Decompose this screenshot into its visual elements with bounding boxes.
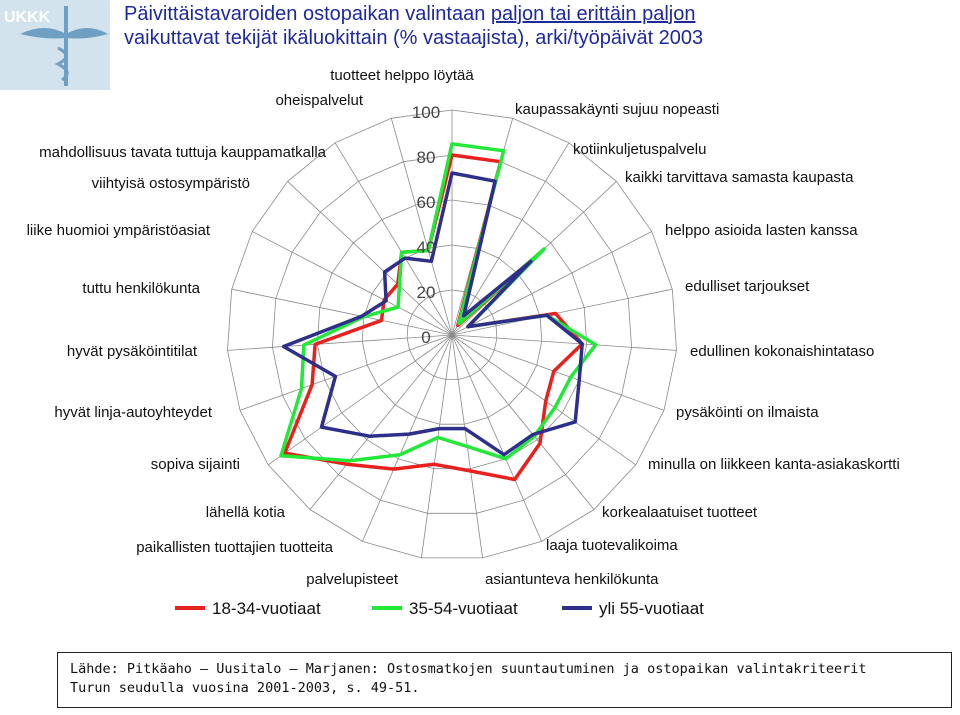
title-underlined: paljon tai erittäin paljon — [490, 3, 696, 25]
grid-ring-80 — [271, 154, 633, 514]
source-line1: Lähde: Pitkäaho – Uusitalo – Marjanen: O… — [70, 661, 867, 677]
axis-spoke — [451, 334, 677, 351]
source-line2: Turun seudulla vuosina 2001-2003, s. 49-… — [70, 680, 420, 696]
caduceus-logo: UKKK — [0, 0, 110, 90]
radial-tick-label: 20 — [417, 283, 436, 302]
axis-spoke — [451, 288, 673, 336]
axis-spoke — [227, 334, 453, 351]
axis-spoke — [451, 334, 542, 542]
category-label: kaikki tarvittava samasta kaupasta — [625, 169, 854, 186]
grid-ring-20 — [406, 289, 498, 381]
category-label: helppo asioida lasten kanssa — [665, 222, 858, 239]
category-label: kaupassakäynti sujuu nopeasti — [515, 101, 719, 118]
category-label: mahdollisuus tavata tuttuja kauppamatkal… — [39, 144, 326, 161]
category-label: kotiinkuljetuspalvelu — [573, 141, 706, 158]
radial-tick-label: 0 — [421, 328, 430, 347]
category-label: viihtyisä ostosympäristö — [92, 175, 250, 192]
legend-label-3: yli 55-vuotiaat — [599, 599, 704, 618]
category-label: pysäköinti on ilmaista — [676, 404, 819, 421]
axis-spoke — [231, 288, 453, 336]
category-label: tuttu henkilökunta — [82, 280, 200, 297]
axis-spoke — [267, 334, 453, 466]
source-box: Lähde: Pitkäaho – Uusitalo – Marjanen: O… — [57, 652, 952, 708]
radial-tick-label: 60 — [417, 193, 436, 212]
radial-tick-label: 100 — [412, 103, 440, 122]
axis-spoke — [451, 231, 652, 336]
axis-spoke — [239, 334, 453, 411]
axis-spoke — [421, 334, 453, 558]
legend-label-1: 18-34-vuotiaat — [212, 599, 321, 618]
category-label: minulla on liikkeen kanta-asiakaskortti — [648, 456, 900, 473]
series-line-2 — [279, 142, 598, 463]
category-label: hyvät pysäköintitilat — [67, 343, 198, 360]
category-label: tuotteet helppo löytää — [330, 70, 474, 84]
category-label: sopiva sijainti — [151, 456, 240, 473]
axis-spoke — [451, 142, 570, 336]
title-line2: vaikuttavat tekijät ikäluokittain (% vas… — [124, 27, 704, 49]
radial-tick-label: 80 — [417, 148, 436, 167]
category-label: hyvät linja-autoyhteydet — [54, 404, 212, 421]
category-label: lähellä kotia — [206, 504, 286, 521]
radar-chart: 0 20 40 60 80 100 tuotteet helppo löytää kaupas… — [27, 70, 900, 618]
category-label: asiantunteva henkilökunta — [485, 571, 659, 588]
axis-spoke — [334, 142, 453, 336]
category-label: oheispalvelut — [275, 92, 363, 109]
axis-spoke — [451, 334, 595, 510]
category-label: palvelupisteet — [306, 571, 399, 588]
axis-spoke — [362, 334, 453, 542]
legend-label-2: 35-54-vuotiaat — [409, 599, 518, 618]
axis-spoke — [451, 334, 637, 466]
category-label: korkealaatuiset tuotteet — [602, 504, 758, 521]
axis-spoke — [252, 231, 453, 336]
series-line-3 — [281, 171, 584, 457]
grid-ring-40 — [361, 244, 543, 425]
radial-tick-label: 40 — [417, 238, 436, 257]
category-label: laaja tuotevalikoima — [546, 537, 678, 554]
logo-text: UKKK — [4, 9, 51, 26]
axis-spoke — [451, 334, 665, 411]
category-label: edulliset tarjoukset — [685, 278, 810, 295]
title-line1: Päivittäistavaroiden ostopaikan valintaa… — [124, 3, 491, 25]
axis-spoke — [287, 181, 453, 336]
category-label: liike huomioi ympäristöasiat — [27, 222, 211, 239]
category-label: paikallisten tuottajien tuotteita — [136, 539, 333, 556]
grid-ring-100 — [227, 109, 677, 559]
axis-spoke — [390, 118, 453, 336]
axis-spoke — [309, 334, 453, 510]
page-title: Päivittäistavaroiden ostopaikan valintaa… — [124, 2, 864, 50]
category-label: edullinen kokonaishintataso — [690, 343, 874, 360]
